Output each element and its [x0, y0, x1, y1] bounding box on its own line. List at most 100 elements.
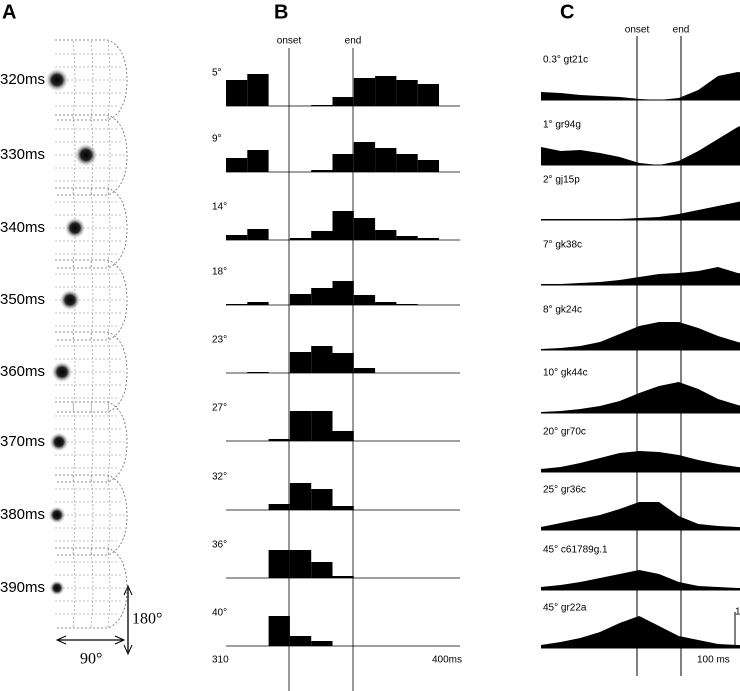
bar	[247, 150, 269, 172]
stimulus	[59, 289, 81, 311]
row-label: 2° gj15p	[543, 175, 580, 186]
bar	[332, 353, 354, 373]
row-label: 20° gr70c	[543, 427, 586, 438]
stimulus	[49, 432, 69, 452]
bar	[289, 294, 312, 305]
bar	[353, 295, 376, 305]
bar	[332, 97, 354, 106]
screen-outline	[55, 474, 128, 556]
row-label: 25° gr36c	[543, 485, 586, 496]
screen-outline	[55, 331, 128, 413]
area	[541, 126, 740, 165]
area	[541, 616, 740, 648]
row-label: 1° gr94g	[543, 120, 581, 131]
bar	[311, 105, 333, 106]
frame-label: 390ms	[0, 579, 45, 596]
screen-grid	[72, 402, 76, 482]
area	[541, 267, 740, 285]
bar	[332, 576, 354, 578]
area	[541, 322, 740, 350]
bar	[289, 238, 312, 240]
bar	[417, 160, 439, 172]
screen-outline	[55, 39, 128, 121]
row-label: 7° gk38c	[543, 240, 582, 251]
bar	[311, 346, 333, 373]
stimulus	[48, 506, 66, 524]
area	[541, 72, 740, 100]
screen-outline	[55, 401, 128, 483]
row-label: 5°	[212, 68, 222, 79]
bar	[375, 148, 397, 172]
bar	[289, 411, 312, 441]
bar	[332, 154, 354, 172]
bar	[375, 230, 397, 240]
axis-label: 180°	[132, 611, 162, 628]
bar	[311, 641, 333, 646]
bar	[247, 372, 269, 373]
row-label: 45° gr22a	[543, 603, 587, 614]
row-label: 32°	[212, 472, 227, 483]
screen-outline	[55, 187, 128, 269]
bar	[247, 302, 269, 305]
bar	[289, 636, 312, 646]
frame-label: 330ms	[0, 146, 45, 163]
stimulus	[49, 580, 65, 596]
row-label: 0.3° gt21c	[543, 55, 588, 66]
screen-outline	[55, 547, 128, 629]
frame-label: 380ms	[0, 506, 45, 523]
row-label: 40°	[212, 608, 227, 619]
event-label: end	[673, 25, 690, 36]
bar	[268, 550, 290, 578]
stimulus	[45, 68, 69, 92]
row-label: 14°	[212, 202, 227, 213]
bar	[311, 231, 333, 240]
bar	[353, 218, 376, 240]
event-label: onset	[277, 36, 302, 47]
bar	[226, 158, 248, 172]
bar	[332, 281, 354, 305]
panel-label: A	[2, 1, 16, 23]
frame-label: 320ms	[0, 71, 45, 88]
bar	[417, 238, 439, 240]
axis-label: 90°	[80, 651, 102, 668]
event-label: end	[345, 36, 362, 47]
row-label: 18°	[212, 267, 227, 278]
bar	[289, 550, 312, 578]
bar	[375, 302, 397, 305]
bar	[332, 506, 354, 510]
bar	[332, 431, 354, 441]
arrow-head	[123, 584, 133, 656]
bar	[396, 80, 418, 106]
screen-grid	[72, 332, 76, 412]
bar	[332, 211, 354, 240]
bar	[311, 288, 333, 305]
row-label: 36°	[212, 540, 227, 551]
area	[541, 382, 740, 413]
stimulus	[74, 143, 98, 167]
bar	[226, 235, 248, 240]
screen-grid	[72, 475, 76, 555]
bar	[353, 368, 376, 373]
bar	[268, 439, 290, 441]
bar	[311, 489, 333, 510]
bar	[311, 562, 333, 578]
bar	[417, 84, 439, 106]
bar	[311, 411, 333, 441]
row-label: 23°	[212, 335, 227, 346]
frame-label: 350ms	[0, 291, 45, 308]
bar	[268, 504, 290, 510]
panel-label: C	[560, 1, 574, 23]
event-label: onset	[625, 25, 650, 36]
screen-outline	[55, 114, 128, 196]
area	[541, 502, 740, 530]
screen-outline	[55, 259, 128, 341]
bar	[396, 304, 418, 305]
screen-grid	[72, 548, 76, 628]
stimulus	[51, 361, 73, 383]
x-label: 310	[212, 655, 229, 666]
frame-label: 340ms	[0, 219, 45, 236]
bar	[311, 170, 333, 172]
row-label: 27°	[212, 403, 227, 414]
